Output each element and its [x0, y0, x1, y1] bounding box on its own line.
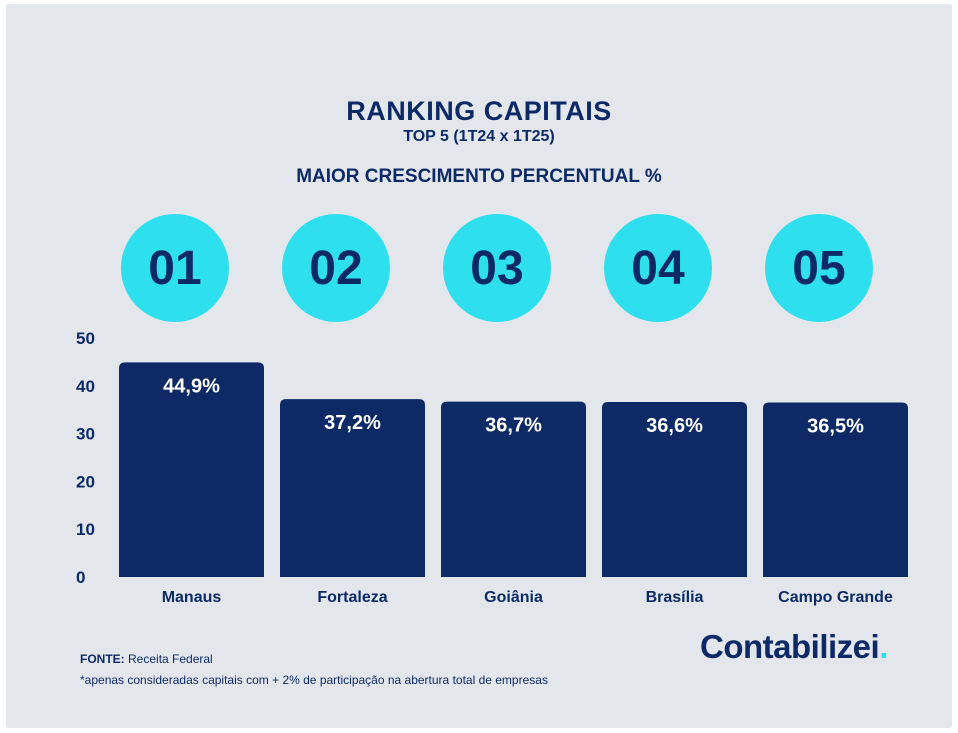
- brand-dot: .: [879, 628, 888, 665]
- data-label: 44,9%: [163, 375, 220, 397]
- rank-badge-5: 05: [765, 214, 873, 322]
- bar-4: [602, 402, 747, 577]
- y-tick-label: 30: [76, 425, 95, 444]
- x-tick-label: Brasília: [646, 589, 704, 606]
- data-label: 36,7%: [485, 415, 542, 437]
- x-tick-label: Campo Grande: [778, 589, 893, 606]
- bar-chart: 0 10 20 30 40 50 44,9% Manaus 37,2% Fortaleza 36,7…: [76, 329, 908, 606]
- y-tick-label: 10: [76, 520, 95, 539]
- page-title: RANKING CAPITAIS: [346, 96, 612, 126]
- bar-5: [763, 402, 908, 577]
- rank-badge-4: 04: [604, 214, 712, 322]
- metric-title: MAIOR CRESCIMENTO PERCENTUAL %: [296, 166, 662, 187]
- bar-2: [280, 399, 425, 577]
- x-tick-label: Goiânia: [484, 589, 543, 606]
- x-tick-label: Fortaleza: [317, 589, 387, 606]
- rank-badge-2: 02: [282, 214, 390, 322]
- infographic-card: RANKING CAPITAIS TOP 5 (1T24 x 1T25) MAI…: [6, 4, 952, 728]
- rank-badge-3: 03: [443, 214, 551, 322]
- bar-1: [119, 362, 264, 577]
- data-label: 36,5%: [807, 416, 864, 438]
- data-label: 36,6%: [646, 415, 703, 437]
- y-tick-label: 40: [76, 377, 95, 396]
- y-tick-label: 50: [76, 329, 95, 348]
- y-tick-label: 0: [76, 568, 85, 587]
- page-subtitle: TOP 5 (1T24 x 1T25): [403, 128, 555, 145]
- source-line: FONTE: Receita Federal: [80, 652, 213, 666]
- source-label: FONTE:: [80, 652, 125, 666]
- brand-name: Contabilizei: [700, 628, 880, 665]
- data-label: 37,2%: [324, 412, 381, 434]
- x-tick-label: Manaus: [162, 589, 222, 606]
- footnote: *apenas consideradas capitais com + 2% d…: [80, 673, 548, 687]
- source-text: Receita Federal: [128, 652, 213, 666]
- brand-logo: Contabilizei.: [700, 628, 888, 666]
- y-tick-label: 20: [76, 472, 95, 491]
- bar-3: [441, 401, 586, 577]
- rank-badge-1: 01: [121, 214, 229, 322]
